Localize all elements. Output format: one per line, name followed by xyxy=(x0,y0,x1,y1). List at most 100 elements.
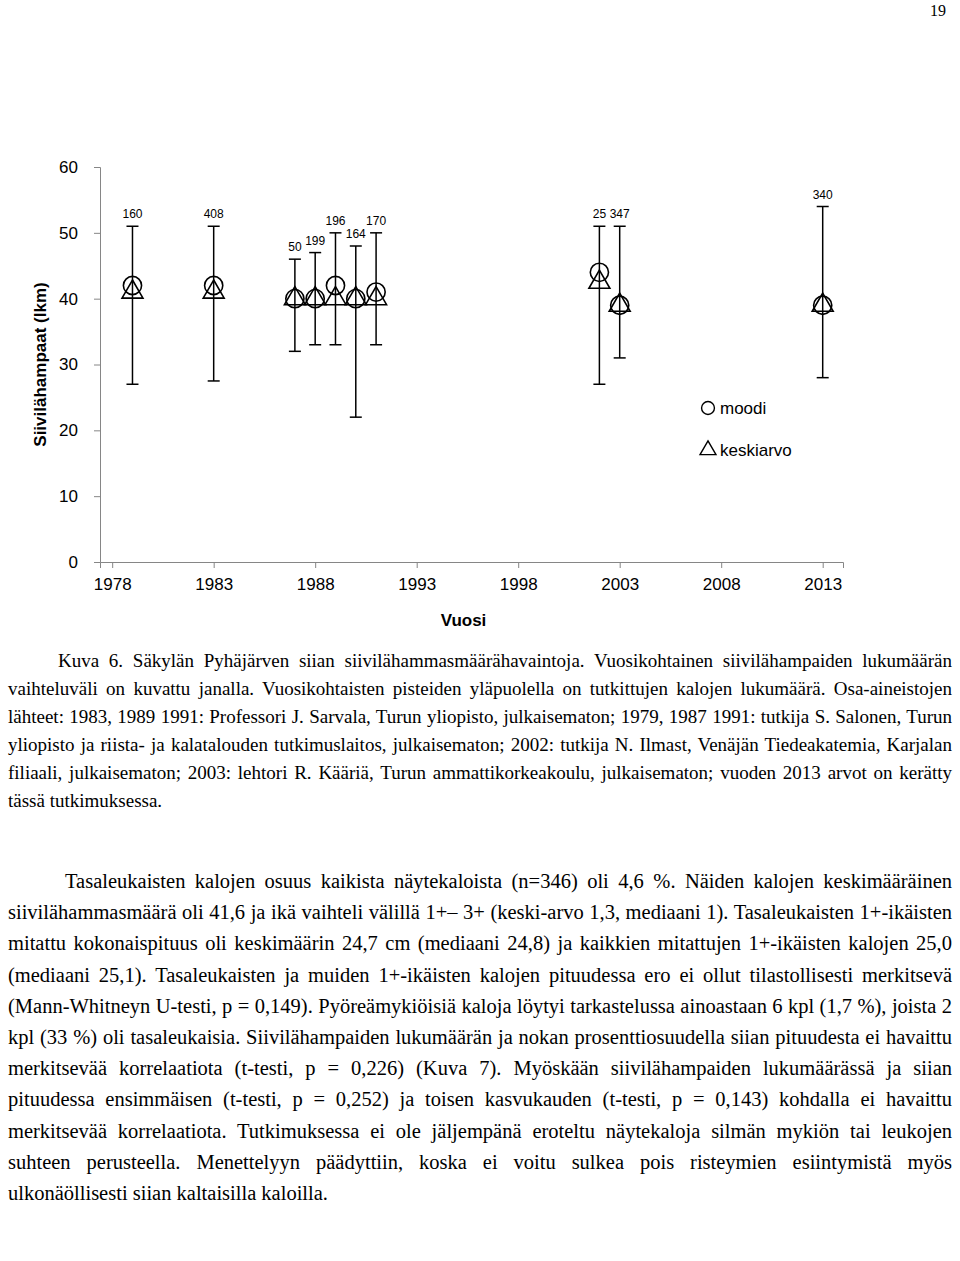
y-axis: 0 10 20 30 40 50 60 xyxy=(59,158,100,572)
y-tick-mark xyxy=(94,496,100,497)
y-tick-label: 50 xyxy=(59,224,78,243)
marker-triangle xyxy=(305,287,326,305)
count-label: 170 xyxy=(366,214,386,228)
count-label: 164 xyxy=(346,227,366,241)
y-tick: 30 xyxy=(59,355,100,374)
range-line xyxy=(355,246,357,417)
x-tick: 1983 xyxy=(195,562,233,594)
x-tick-label: 1988 xyxy=(297,575,335,594)
legend-label: moodi xyxy=(720,399,766,418)
marker-circle xyxy=(590,263,608,281)
x-tick-mark xyxy=(620,562,621,568)
marker-triangle xyxy=(345,287,366,305)
marker-triangle xyxy=(122,280,143,298)
range-cap-low xyxy=(350,416,362,418)
y-tick-mark xyxy=(94,299,100,300)
range-cap-low xyxy=(289,351,301,353)
range-line xyxy=(599,226,601,384)
y-tick: 40 xyxy=(59,290,100,309)
legend-label: keskiarvo xyxy=(720,441,792,460)
range-line xyxy=(314,253,316,345)
x-tick-label: 1993 xyxy=(398,575,436,594)
count-label: 408 xyxy=(204,207,224,221)
range-cap-low xyxy=(126,384,138,386)
x-tick-mark xyxy=(417,562,418,568)
paragraph: Tasaleukaisten kalojen osuus kaikista nä… xyxy=(8,866,952,1209)
count-label: 199 xyxy=(305,234,325,248)
count-labels: 160 408 50199196164170 25347 340 xyxy=(122,188,833,255)
range-cap-low xyxy=(329,344,341,346)
range-cap-high xyxy=(614,226,626,228)
range-line xyxy=(213,226,215,381)
y-tick: 20 xyxy=(59,421,100,440)
x-tick: 1978 xyxy=(94,562,132,594)
range-cap-high xyxy=(817,206,829,208)
x-tick-label: 1978 xyxy=(94,575,132,594)
legend: moodi keskiarvo xyxy=(700,399,792,460)
range-cap-high xyxy=(593,226,605,228)
y-tick-label: 10 xyxy=(59,487,78,506)
x-tick-mark xyxy=(112,562,113,568)
page: {"page_number": "19", "chart_data": { "t… xyxy=(0,0,960,1261)
x-tick-label: 2008 xyxy=(703,575,741,594)
range-cap-low xyxy=(614,357,626,359)
range-cap-high xyxy=(208,226,220,228)
x-tick-mark xyxy=(214,562,215,568)
marker-triangle xyxy=(366,287,387,305)
range-cap-high xyxy=(370,232,382,234)
caption: Kuva 6. Säkylän Pyhäjärven siian siivilä… xyxy=(8,647,952,815)
marker-triangle xyxy=(609,293,630,311)
x-tick-label: 2003 xyxy=(601,575,639,594)
x-axis-line xyxy=(101,563,844,569)
y-tick-label: 0 xyxy=(69,553,78,572)
y-tick: 60 xyxy=(59,158,100,177)
count-label: 160 xyxy=(122,207,142,221)
legend-symbol xyxy=(700,441,716,455)
range-cap-high xyxy=(309,252,321,254)
legend-symbol xyxy=(702,402,715,415)
x-axis: 1978 1983 1988 1993 1998 2003 2008 2013 xyxy=(94,562,844,594)
x-tick-mark xyxy=(721,562,722,568)
y-tick: 10 xyxy=(59,487,100,506)
y-tick-label: 40 xyxy=(59,290,78,309)
y-tick: 50 xyxy=(59,224,100,243)
x-tick: 2008 xyxy=(703,562,741,594)
chart: 1978 1983 1988 1993 1998 2003 2008 2013 0 10 20 30 4… xyxy=(0,0,960,640)
x-tick-label: 1983 xyxy=(195,575,233,594)
count-label: 340 xyxy=(813,188,833,202)
x-tick: 2003 xyxy=(601,562,639,594)
x-tick-label: 1998 xyxy=(500,575,538,594)
y-axis-title: Siivilähampaat (lkm) xyxy=(31,282,50,446)
x-axis-title: Vuosi xyxy=(441,611,487,630)
range-cap-low xyxy=(208,380,220,382)
plot-marks xyxy=(122,207,833,418)
count-label: 196 xyxy=(325,214,345,228)
marker-triangle xyxy=(812,293,833,311)
y-tick-mark xyxy=(94,167,100,168)
marker-triangle xyxy=(284,287,305,305)
y-axis-line xyxy=(94,168,101,563)
y-tick-mark xyxy=(94,365,100,366)
count-label: 25 xyxy=(593,207,607,221)
range-cap-low xyxy=(309,344,321,346)
x-tick-mark xyxy=(823,562,824,568)
range-cap-high xyxy=(350,245,362,247)
range-cap-high xyxy=(289,258,301,260)
marker-triangle xyxy=(589,270,610,288)
y-tick-label: 20 xyxy=(59,421,78,440)
count-label: 50 xyxy=(288,240,302,254)
y-tick-mark xyxy=(94,562,100,563)
chart-container: 1978 1983 1988 1993 1998 2003 2008 2013 0 10 20 30 4… xyxy=(0,0,960,640)
marker-triangle xyxy=(325,287,346,305)
x-tick: 2013 xyxy=(804,562,842,594)
count-label: 347 xyxy=(610,207,630,221)
range-cap-high xyxy=(126,226,138,228)
y-tick-label: 60 xyxy=(59,158,78,177)
y-tick-mark xyxy=(94,233,100,234)
x-tick-mark xyxy=(315,562,316,568)
x-tick: 1988 xyxy=(297,562,335,594)
x-tick-label: 2013 xyxy=(804,575,842,594)
range-cap-low xyxy=(817,377,829,379)
range-cap-low xyxy=(593,384,605,386)
x-tick: 1998 xyxy=(500,562,538,594)
